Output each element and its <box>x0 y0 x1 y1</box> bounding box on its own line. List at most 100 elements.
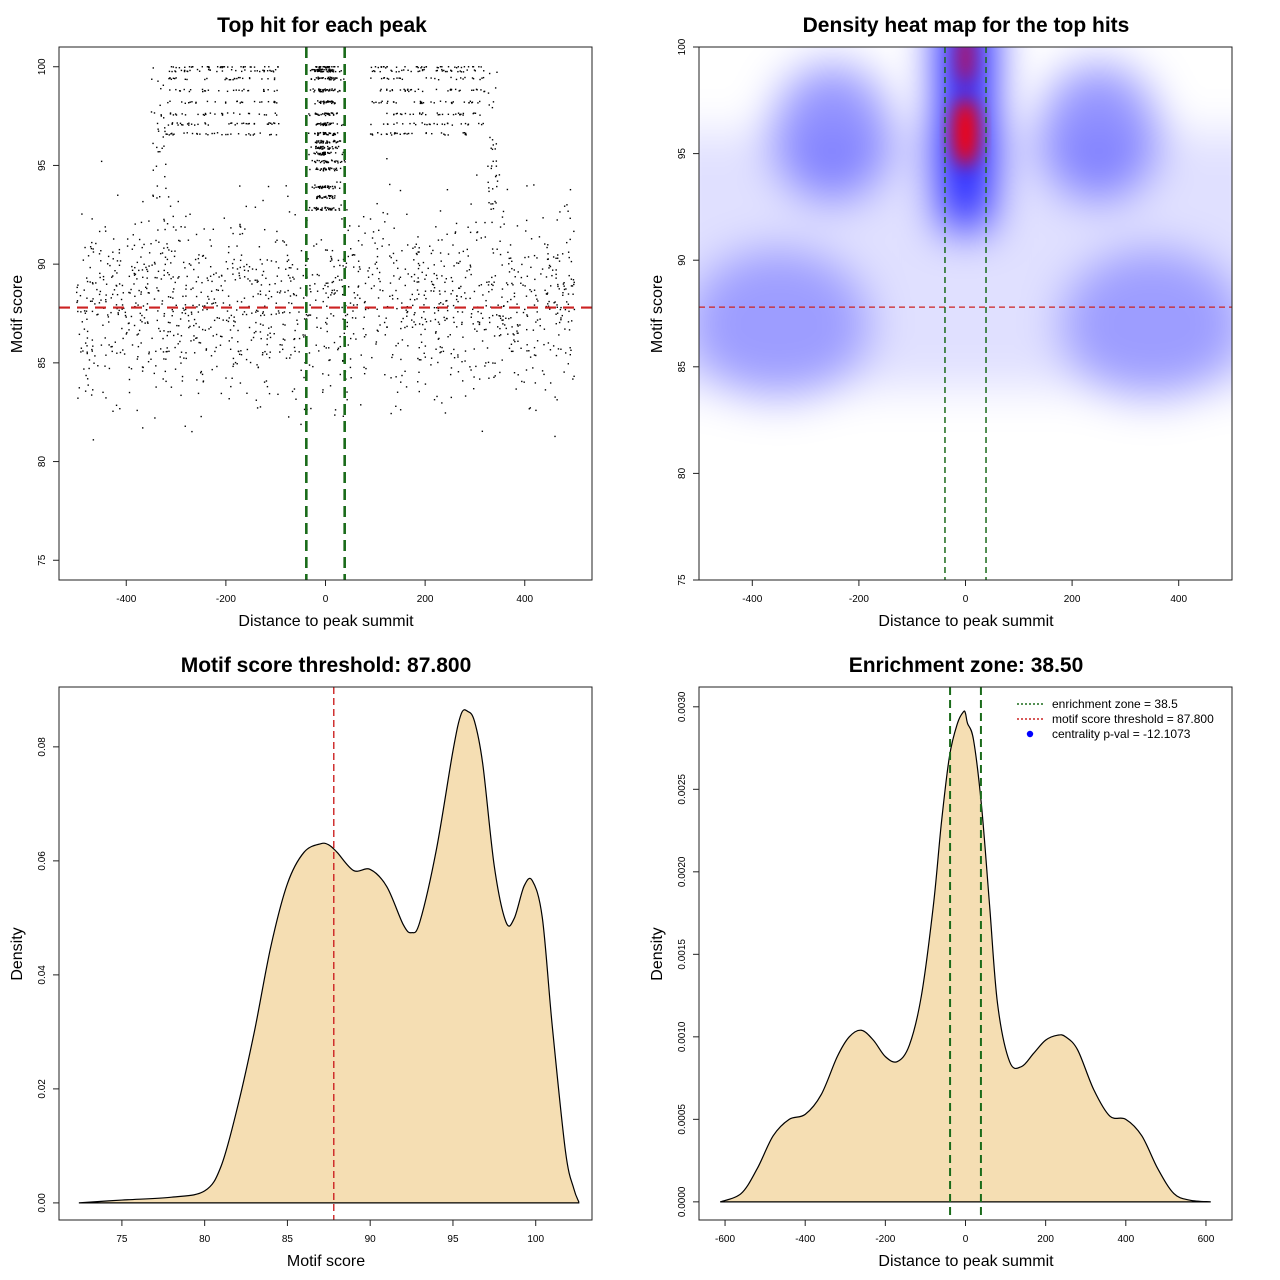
scatter-point <box>134 295 136 298</box>
scatter-point <box>324 207 326 209</box>
scatter-point <box>420 67 422 69</box>
scatter-point <box>487 92 490 94</box>
scatter-point <box>166 271 169 274</box>
scatter-point <box>425 321 428 323</box>
scatter-point <box>386 77 389 80</box>
scatter-point <box>415 243 418 245</box>
scatter-point <box>155 350 157 353</box>
scatter-point <box>136 334 138 336</box>
scatter-point <box>501 319 503 321</box>
scatter-point <box>383 66 385 68</box>
scatter-point <box>293 388 296 390</box>
scatter-point <box>303 376 305 379</box>
scatter-point <box>498 315 500 317</box>
scatter-point <box>321 77 323 80</box>
scatter-point <box>496 185 498 188</box>
scatter-point <box>247 270 249 272</box>
scatter-point <box>238 272 240 274</box>
scatter-point <box>174 250 176 252</box>
scatter-point <box>369 133 372 135</box>
scatter-point <box>391 89 394 92</box>
scatter-point <box>386 158 388 160</box>
scatter-point <box>138 269 140 272</box>
scatter-y-tick-label: 80 <box>37 456 48 468</box>
scatter-point <box>486 281 488 283</box>
scatter-point <box>347 344 349 346</box>
scatter-point <box>263 88 265 91</box>
scatter-point <box>315 243 318 245</box>
scatter-point <box>572 279 575 281</box>
scatter-point <box>228 123 230 125</box>
scatter-point <box>91 339 94 341</box>
scatter-point <box>377 330 379 332</box>
scatter-point <box>425 66 427 68</box>
scatter-point <box>476 330 478 332</box>
scatter-point <box>316 167 318 169</box>
scatter-point <box>151 337 153 340</box>
scatter-point <box>480 89 482 91</box>
scatter-point <box>142 427 144 429</box>
scatter-point <box>244 228 246 230</box>
scatter-point <box>516 311 518 314</box>
scatter-point <box>327 148 329 150</box>
scatter-point <box>396 77 398 79</box>
scatter-point <box>108 344 110 346</box>
scatter-point <box>156 319 158 322</box>
scatter-point <box>363 316 365 318</box>
scatter-point <box>124 314 127 317</box>
scatter-point <box>463 101 466 103</box>
scatter-point <box>182 124 184 126</box>
scatter-point <box>458 287 460 289</box>
scatter-point <box>228 246 230 248</box>
scatter-point <box>258 113 261 115</box>
scatter-point <box>142 305 145 307</box>
score-density-x-tick-label: 75 <box>116 1234 128 1245</box>
scatter-point <box>389 295 391 297</box>
scatter-point <box>110 297 112 299</box>
scatter-point <box>275 261 277 263</box>
scatter-point <box>146 277 148 279</box>
scatter-point <box>243 265 245 268</box>
scatter-point <box>406 325 408 328</box>
scatter-point <box>457 354 459 356</box>
scatter-point <box>359 297 361 300</box>
scatter-point <box>287 259 290 261</box>
scatter-point <box>169 296 172 299</box>
scatter-point <box>142 276 144 279</box>
scatter-point <box>563 288 566 291</box>
scatter-point <box>529 289 531 291</box>
scatter-point <box>371 70 374 73</box>
scatter-point <box>505 317 507 320</box>
scatter-point <box>510 298 512 301</box>
scatter-point <box>109 264 111 267</box>
scatter-point <box>267 89 269 91</box>
scatter-point <box>363 336 366 338</box>
scatter-point <box>288 211 291 213</box>
scatter-point <box>464 133 466 136</box>
scatter-point <box>473 112 475 114</box>
scatter-point <box>329 69 331 71</box>
scatter-point <box>362 215 365 218</box>
scatter-point <box>86 280 89 283</box>
scatter-point <box>308 364 311 366</box>
scatter-point <box>104 230 107 232</box>
scatter-point <box>473 376 475 378</box>
scatter-point <box>555 354 558 357</box>
scatter-point <box>536 319 539 321</box>
scatter-point <box>138 238 141 241</box>
scatter-point <box>441 68 443 71</box>
scatter-point <box>359 268 361 270</box>
scatter-point <box>526 314 528 316</box>
scatter-point <box>270 313 273 316</box>
scatter-point <box>175 304 177 307</box>
scatter-point <box>174 368 177 370</box>
scatter-point <box>446 122 449 124</box>
scatter-point <box>476 174 478 176</box>
scatter-point <box>178 67 181 69</box>
scatter-point <box>319 169 321 171</box>
scatter-point <box>464 292 466 294</box>
scatter-point <box>324 77 327 80</box>
scatter-point <box>321 197 324 199</box>
scatter-point <box>80 311 82 313</box>
scatter-point <box>331 196 333 199</box>
